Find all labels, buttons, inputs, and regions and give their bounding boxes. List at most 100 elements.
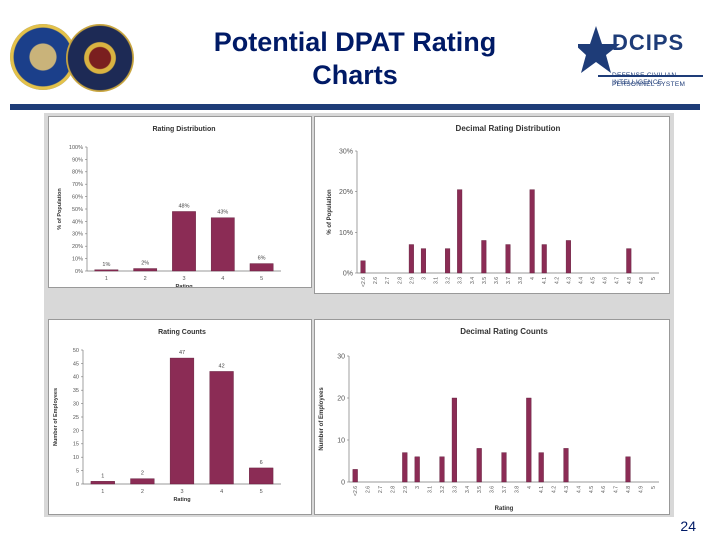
x-tick-label: 4.3 <box>566 277 572 284</box>
x-tick-label: 5 <box>260 276 263 282</box>
x-tick-label: <2.6 <box>353 486 359 496</box>
x-tick-label: 4.3 <box>564 486 570 493</box>
page-title: Potential DPAT Rating Charts <box>150 26 560 92</box>
y-tick-label: 35 <box>73 388 79 394</box>
x-tick-label: 4.5 <box>591 277 597 284</box>
bar-3.2 <box>439 456 445 483</box>
bar-1 <box>90 481 115 485</box>
bar-3.3 <box>451 397 457 483</box>
bar-3.7 <box>501 452 507 483</box>
data-label: 2 <box>141 471 144 477</box>
x-tick-label: 4.2 <box>554 277 560 284</box>
data-label: 1% <box>102 262 110 268</box>
x-tick-label: 2 <box>144 276 147 282</box>
x-tick-label: 3.5 <box>477 486 483 493</box>
y-tick-label: 40% <box>72 219 83 225</box>
bar-3 <box>420 248 426 274</box>
y-tick-label: 10 <box>337 437 345 444</box>
bar-4.1 <box>541 244 547 274</box>
y-tick-label: 20% <box>339 189 353 196</box>
data-label: 2% <box>141 261 149 267</box>
x-tick-label: 4.7 <box>614 486 620 493</box>
charts-frame: Rating Distribution 0% 10% 20% 30% 40% 50% 60% 7… <box>44 113 674 517</box>
y-tick-label: 10% <box>72 257 83 263</box>
bar-4 <box>209 371 234 485</box>
x-tick-label: 3.8 <box>518 277 524 284</box>
x-tick-label: 2.7 <box>378 486 384 493</box>
x-tick-label: 3.2 <box>446 277 452 284</box>
panel-rating-distribution: Rating Distribution 0% 10% 20% 30% 40% 50% 60% 7… <box>48 116 312 290</box>
y-tick-label: 0% <box>75 269 83 275</box>
y-tick-label: 20 <box>73 428 79 434</box>
x-tick-label: 4.6 <box>603 277 609 284</box>
x-tick-label: 4.7 <box>615 277 621 284</box>
data-label: 43% <box>217 210 228 216</box>
x-tick-label: 2 <box>141 489 144 495</box>
x-tick-label: 3.4 <box>465 486 471 493</box>
x-tick-label: 4.6 <box>601 486 607 493</box>
y-tick-label: 70% <box>72 182 83 188</box>
x-tick-label: 4.4 <box>576 486 582 493</box>
bar-5 <box>249 467 274 485</box>
x-tick-label: 2.9 <box>403 486 409 493</box>
bar-3 <box>414 456 420 483</box>
data-label: 1 <box>101 473 104 479</box>
panel-decimal-rating-distribution: Decimal Rating Distribution 0% 10% 20% 30% % … <box>314 116 670 294</box>
chart-decimal-rating-distribution: Decimal Rating Distribution 0% 10% 20% 30% % … <box>327 124 659 287</box>
x-tick-label: 3.5 <box>482 277 488 284</box>
header-rule <box>10 104 700 110</box>
x-tick-label: 2.8 <box>390 486 396 493</box>
bar-4.8 <box>626 248 632 274</box>
dcips-star-logo <box>578 26 703 77</box>
x-axis-label: Rating <box>173 497 190 503</box>
y-tick-label: 50% <box>72 207 83 213</box>
x-tick-label: 3.1 <box>434 277 440 284</box>
bar-3 <box>172 211 196 272</box>
bar-4.3 <box>563 448 569 483</box>
y-tick-label: 30% <box>72 232 83 238</box>
y-tick-label: 20% <box>72 244 83 250</box>
bar-4.1 <box>538 452 544 483</box>
chart-decimal-rating-counts: Decimal Rating Counts 0 10 20 30 Number of Em… <box>319 327 659 512</box>
bar-4.8 <box>625 456 631 483</box>
x-tick-label: 4.4 <box>578 277 584 284</box>
data-label: 42 <box>219 363 225 369</box>
y-tick-label: 5 <box>76 469 79 475</box>
y-axis-label: Number of Employees <box>319 387 325 451</box>
bar-2 <box>130 478 155 485</box>
x-tick-label: 3.3 <box>452 486 458 493</box>
x-tick-label: 4.9 <box>638 486 644 493</box>
x-tick-label: 3 <box>182 276 185 282</box>
bar-2 <box>133 268 158 272</box>
y-axis-label: % of Population <box>57 188 63 230</box>
x-tick-label: 4.8 <box>626 486 632 493</box>
data-label: 48% <box>178 203 189 209</box>
y-tick-label: 0% <box>343 270 353 277</box>
x-tick-label: 3.4 <box>470 277 476 284</box>
x-tick-label: 2.8 <box>397 277 403 284</box>
x-tick-label: 4 <box>221 276 224 282</box>
chart-rating-counts: Rating Counts05101520253035404550Number … <box>53 329 281 503</box>
x-axis-label: Rating <box>175 284 192 287</box>
x-tick-label: <2.6 <box>361 277 367 287</box>
bar-3 <box>169 357 195 485</box>
x-tick-label: 5 <box>651 486 657 489</box>
y-tick-label: 10 <box>73 455 79 461</box>
bar-4.3 <box>565 240 571 274</box>
bar-4 <box>529 189 535 274</box>
y-tick-label: 20 <box>337 395 345 402</box>
logo-subtitle-line-1: DEFENSE CIVILIAN INTELLIGENCE <box>612 72 677 86</box>
y-tick-label: 60% <box>72 195 83 201</box>
title-line-1: Potential DPAT Rating <box>213 27 497 57</box>
bar-4 <box>210 217 235 272</box>
y-tick-label: 10% <box>339 230 353 237</box>
x-tick-label: 4.5 <box>589 486 595 493</box>
x-tick-label: 3.8 <box>514 486 520 493</box>
bar-3.7 <box>505 244 511 274</box>
data-label: 47 <box>179 350 185 356</box>
army-seal-logo <box>10 24 76 90</box>
y-tick-label: 50 <box>73 348 79 354</box>
x-tick-label: 4.1 <box>539 486 545 493</box>
x-tick-label: 4 <box>530 277 536 280</box>
dcips-logo-text: DCIPS <box>612 30 685 55</box>
